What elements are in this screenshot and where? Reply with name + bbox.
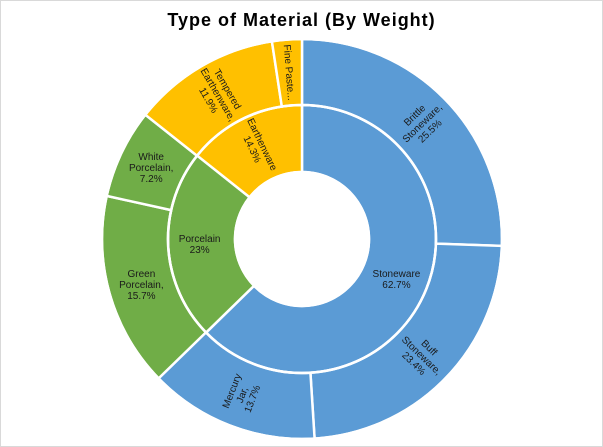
inner-label-porcelain: Porcelain 23% <box>179 234 221 256</box>
chart-title: Type of Material (By Weight) <box>167 10 436 30</box>
ring-outline-1 <box>166 103 438 375</box>
outer-label-fine-paste-earthenware: Fine Paste... <box>281 44 296 101</box>
inner-label-stoneware: Stoneware 62.7% <box>373 269 421 291</box>
ring-outline-2 <box>100 37 504 441</box>
outer-label-white-porcelain: White Porcelain, 7.2% <box>129 152 173 185</box>
outer-label-green-porcelain: Green Porcelain, 15.7% <box>119 269 163 302</box>
ring-outline-0 <box>233 170 371 308</box>
